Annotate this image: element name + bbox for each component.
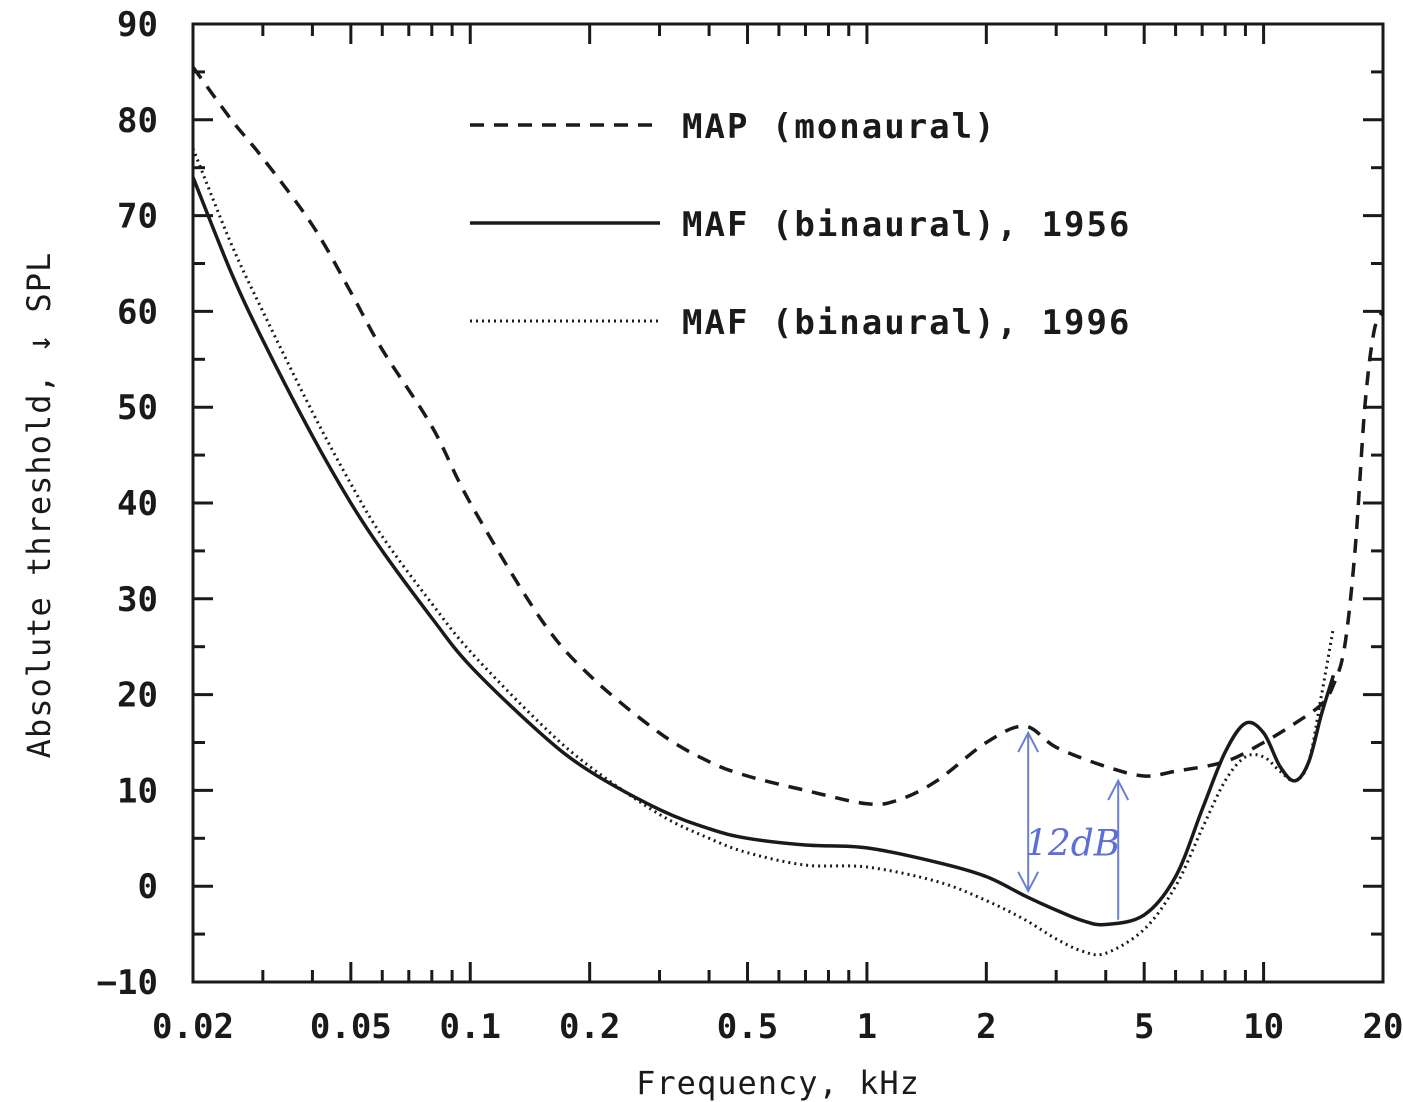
y-tick-label: 60	[117, 292, 158, 332]
x-tick-label: 0.05	[310, 1007, 392, 1047]
series-line-3	[191, 147, 1335, 957]
y-tick-label: 10	[117, 771, 158, 811]
annotation-arrowhead	[1017, 871, 1040, 894]
axis-ticks	[191, 22, 1385, 984]
legend-label: MAF (binaural), 1956	[682, 205, 1131, 245]
plot-frame	[191, 22, 1385, 984]
x-tick-label: 0.5	[717, 1007, 778, 1047]
annotation-arrowhead	[1017, 730, 1040, 753]
y-tick-label: 0	[138, 867, 158, 907]
x-tick-label: 0.2	[559, 1007, 620, 1047]
y-axis-title: Absolute threshold, ↓ SPL	[20, 252, 58, 759]
x-tick-label: 0.02	[152, 1007, 234, 1047]
y-tick-label: 80	[117, 101, 158, 141]
x-tick-label: 0.1	[440, 1007, 501, 1047]
x-tick-label: 5	[1134, 1007, 1154, 1047]
y-tick-label: 30	[117, 580, 158, 620]
legend-label: MAF (binaural), 1996	[682, 303, 1131, 343]
series-line-1	[191, 66, 1385, 807]
x-tick-label: 10	[1243, 1007, 1284, 1047]
x-tick-label: 20	[1363, 1007, 1403, 1047]
x-tick-label: 2	[976, 1007, 996, 1047]
y-tick-label: −10	[97, 963, 158, 1003]
y-tick-label: 90	[117, 5, 158, 45]
annotation-label: 12dB	[1025, 824, 1120, 865]
y-tick-label: 40	[117, 484, 158, 524]
plot-area-border	[191, 22, 1385, 984]
axis-tick-labels: 0.02 0.05 0.1 0.2 0.5 1 2 5 10 20 −10 0 10 20 30 40 50 60…	[97, 5, 1403, 1047]
y-tick-label: 50	[117, 388, 158, 428]
legend-label: MAP (monaural)	[682, 107, 997, 147]
x-tick-label: 1	[857, 1007, 877, 1047]
legend: MAP (monaural) MAF (binaural), 1956 MAF (b…	[470, 107, 1131, 343]
data-series	[191, 66, 1385, 957]
y-tick-label: 70	[117, 197, 158, 237]
handwritten-annotation: 12dB	[1017, 730, 1130, 920]
annotation-arrowhead	[1107, 778, 1130, 801]
x-axis-title: Frequency, kHz	[636, 1064, 920, 1102]
y-tick-label: 20	[117, 676, 158, 716]
series-line-2	[191, 176, 1336, 927]
